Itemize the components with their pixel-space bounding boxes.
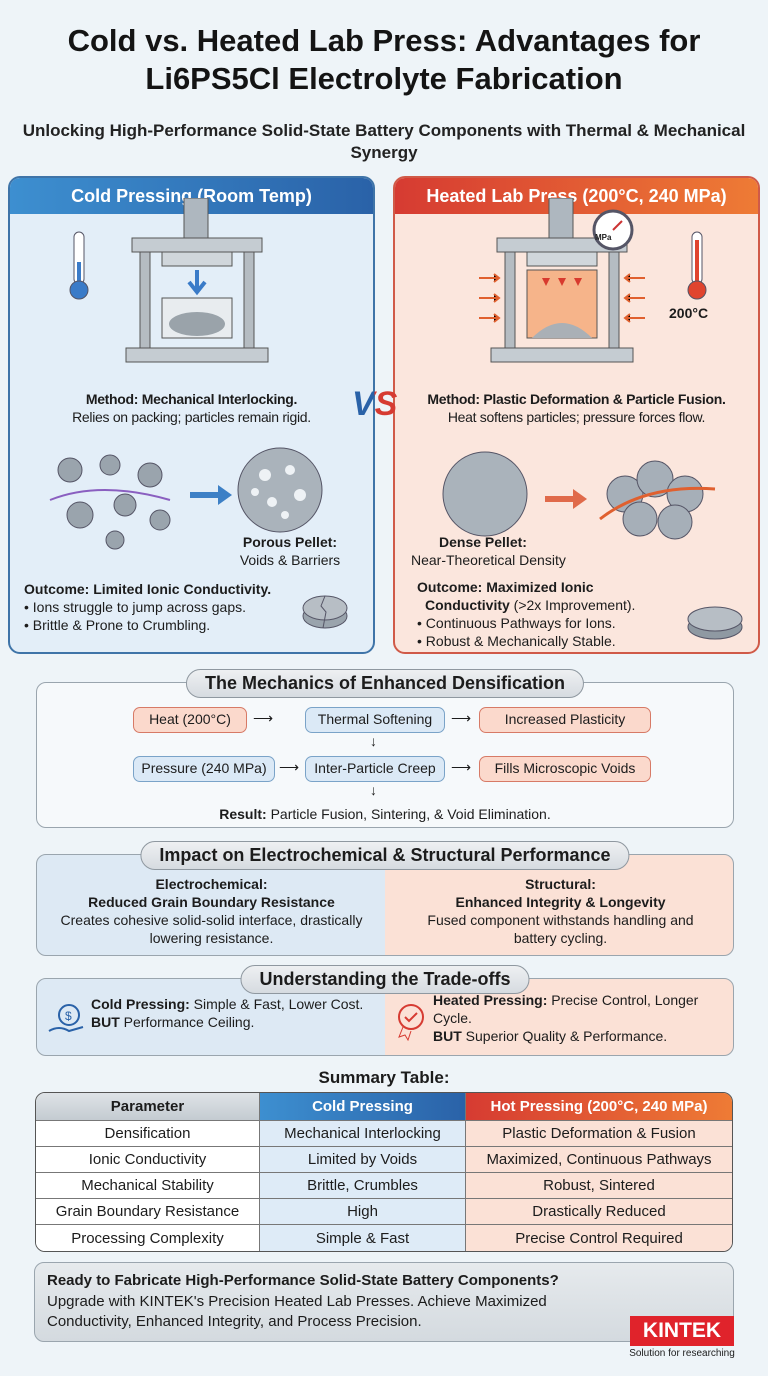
cold-outcome-title: Outcome: Limited Ionic Conductivity. xyxy=(24,581,272,597)
hot-outcome-line: Conductivity (>2x Improvement). xyxy=(425,597,636,613)
solid-pellet-icon xyxy=(687,606,743,640)
table-cell: Processing Complexity xyxy=(36,1225,260,1251)
hot-method: Method: Plastic Deformation & Particle F… xyxy=(395,390,758,426)
table-cell: Robust, Sintered xyxy=(466,1173,732,1199)
tradeoffs-title: Understanding the Trade-offs xyxy=(240,965,530,994)
tradeoffs-section: Understanding the Trade-offs $ Cold Pres… xyxy=(36,965,734,1056)
table-header: Hot Pressing (200°C, 240 MPa) xyxy=(466,1093,732,1121)
table-cell: Mechanical Stability xyxy=(36,1173,260,1199)
table-cell: High xyxy=(260,1199,466,1225)
impact-left-text: Creates cohesive solid-solid interface, … xyxy=(60,912,363,946)
table-row: Mechanical Stability Brittle, Crumbles Rob… xyxy=(36,1173,732,1199)
money-hand-icon: $ xyxy=(48,1004,84,1033)
hot-outcome-title: Outcome: Maximized Ionic xyxy=(417,579,594,595)
table-cell: Mechanical Interlocking xyxy=(260,1121,466,1147)
cold-bullet: • Ions struggle to jump across gaps. xyxy=(24,599,247,615)
arrow-icon: ⟶ xyxy=(253,710,274,726)
kintek-logo: KINTEK xyxy=(630,1316,734,1346)
cta-banner: Ready to Fabricate High-Performance Soli… xyxy=(34,1262,734,1342)
impact-right-h1: Structural: xyxy=(525,876,596,892)
flow-node: Increased Plasticity xyxy=(479,707,651,733)
cold-pressing-panel: Cold Pressing (Room Temp) Method: Mechan… xyxy=(8,176,375,654)
table-cell: Precise Control Required xyxy=(466,1225,732,1251)
summary-table: Parameter Cold Pressing Hot Pressing (20… xyxy=(35,1092,733,1252)
arrow-icon: ⟶ xyxy=(451,710,472,726)
arrow-icon: ⟶ xyxy=(451,759,472,775)
porous-pellet-text: Voids & Barriers xyxy=(239,552,341,568)
hot-bullet: • Continuous Pathways for Ions. xyxy=(417,615,616,631)
mechanics-title: The Mechanics of Enhanced Densification xyxy=(185,669,585,698)
impact-right-text: Fused component withstands handling and … xyxy=(427,912,694,946)
hot-method-text: Heat softens particles; pressure forces … xyxy=(447,409,706,425)
quality-badge-icon xyxy=(398,1004,424,1041)
table-row: Grain Boundary Resistance High Drastically… xyxy=(36,1199,732,1225)
tradeoff-cold: Cold Pressing: Simple & Fast, Lower Cost… xyxy=(91,996,364,1030)
heated-press-panel: Heated Lab Press (200°C, 240 MPa) MPa 20… xyxy=(393,176,760,654)
subtitle: Unlocking High-Performance Solid-State B… xyxy=(22,121,746,162)
table-cell: Simple & Fast xyxy=(260,1225,466,1251)
table-row: Ionic Conductivity Limited by Voids Maximi… xyxy=(36,1147,732,1173)
heated-press-illustration xyxy=(479,198,645,363)
cta-heading: Ready to Fabricate High-Performance Soli… xyxy=(47,1272,559,1289)
arrow-down-icon: ↓ xyxy=(370,782,377,798)
tradeoff-hot: Heated Pressing: Precise Control, Longer… xyxy=(433,992,699,1044)
impact-left-h2: Reduced Grain Boundary Resistance xyxy=(88,894,335,910)
svg-text:$: $ xyxy=(65,1009,72,1023)
flow-node: Thermal Softening xyxy=(305,707,445,733)
flow-node: Inter-Particle Creep xyxy=(305,756,445,782)
table-header: Cold Pressing xyxy=(260,1093,466,1121)
mechanics-section: The Mechanics of Enhanced Densification … xyxy=(36,669,734,828)
porous-pellet-label: Porous Pellet: xyxy=(242,534,338,550)
thermometer-hot-icon xyxy=(687,231,707,300)
thermometer-icon xyxy=(69,231,89,300)
table-row: Processing Complexity Simple & Fast Precis… xyxy=(36,1225,732,1251)
cold-method-text: Relies on packing; particles remain rigi… xyxy=(72,409,311,425)
dense-particles-illustration xyxy=(442,451,716,540)
hot-panel-header: Heated Lab Press (200°C, 240 MPa) xyxy=(395,178,758,214)
table-title: Summary Table: xyxy=(318,1068,450,1087)
cold-method-title: Method: Mechanical Interlocking. xyxy=(85,391,298,407)
table-cell: Grain Boundary Resistance xyxy=(36,1199,260,1225)
flow-node: Pressure (240 MPa) xyxy=(133,756,275,782)
table-cell: Maximized, Continuous Pathways xyxy=(466,1147,732,1173)
table-cell: Brittle, Crumbles xyxy=(260,1173,466,1199)
flow-node: Heat (200°C) xyxy=(133,707,247,733)
cold-bullet: • Brittle & Prone to Crumbling. xyxy=(24,617,211,633)
temperature-label: 200°C xyxy=(669,305,709,321)
table-cell: Densification xyxy=(36,1121,260,1147)
arrow-down-icon: ↓ xyxy=(370,733,377,749)
table-cell: Drastically Reduced xyxy=(466,1199,732,1225)
table-cell: Ionic Conductivity xyxy=(36,1147,260,1173)
arrow-icon: ⟶ xyxy=(279,759,300,775)
cracked-pellet-icon xyxy=(302,595,348,629)
table-row: Densification Mechanical Interlocking Plas… xyxy=(36,1121,732,1147)
cold-method: Method: Mechanical Interlocking. Relies … xyxy=(10,390,373,426)
logo-tagline: Solution for researching xyxy=(629,1348,735,1359)
hot-method-title: Method: Plastic Deformation & Particle F… xyxy=(427,391,726,407)
cold-press-illustration xyxy=(125,198,269,363)
cta-text: Upgrade with KINTEK's Precision Heated L… xyxy=(47,1293,547,1330)
mechanics-result: Result: Particle Fusion, Sintering, & Vo… xyxy=(219,806,551,822)
vs-badge: VS xyxy=(352,385,398,423)
flow-node: Fills Microscopic Voids xyxy=(479,756,651,782)
impact-left-h1: Electrochemical: xyxy=(155,876,268,892)
table-header: Parameter xyxy=(36,1093,260,1121)
dense-pellet-text: Near-Theoretical Density xyxy=(411,552,566,568)
table-cell: Plastic Deformation & Fusion xyxy=(466,1121,732,1147)
impact-right-h2: Enhanced Integrity & Longevity xyxy=(455,894,666,910)
pressure-gauge-icon xyxy=(592,209,634,251)
table-cell: Limited by Voids xyxy=(260,1147,466,1173)
gauge-label: MPa xyxy=(595,233,612,242)
page-title: Cold vs. Heated Lab Press: Advantages fo… xyxy=(67,23,701,96)
dense-pellet-label: Dense Pellet: xyxy=(439,534,527,550)
loose-particles-illustration xyxy=(49,447,323,550)
impact-title: Impact on Electrochemical & Structural P… xyxy=(140,841,630,870)
hot-bullet: • Robust & Mechanically Stable. xyxy=(417,633,616,649)
impact-section: Impact on Electrochemical & Structural P… xyxy=(36,841,734,956)
